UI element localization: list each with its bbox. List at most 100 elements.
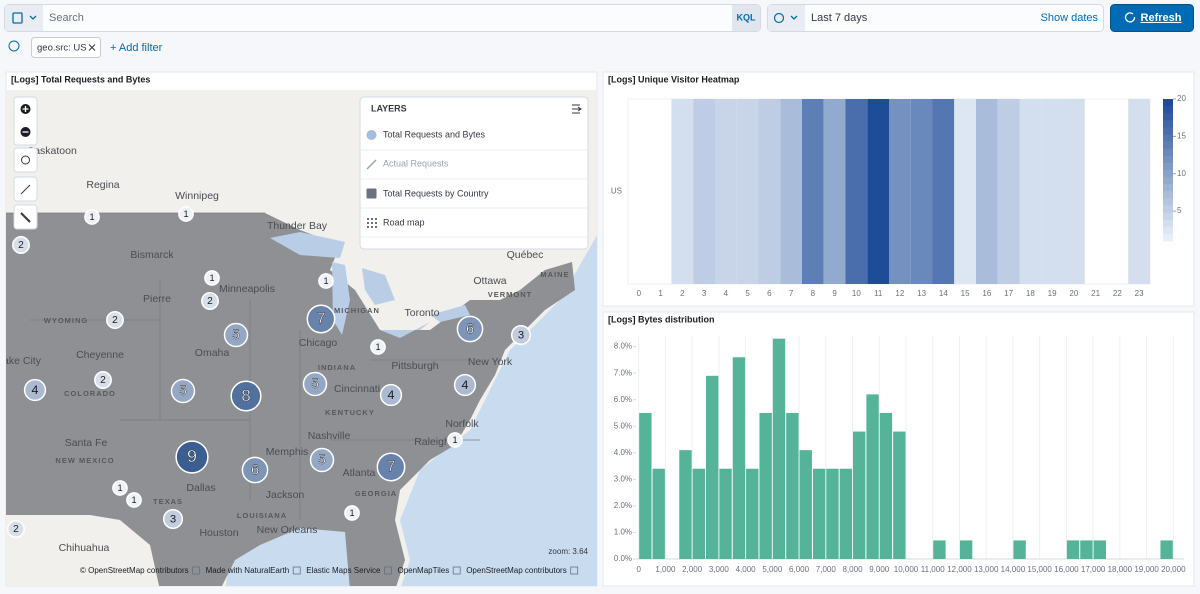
attribution-link[interactable]: Elastic Maps Service	[306, 566, 381, 575]
cluster-count: 1	[131, 495, 136, 505]
x-tick-label: 3,000	[709, 565, 730, 574]
y-tick-label: 3.0%	[614, 474, 632, 483]
cluster	[112, 480, 128, 496]
x-tick-label: 5	[745, 289, 750, 298]
colorbar-step	[1163, 205, 1173, 214]
x-tick-label: 17,000	[1081, 565, 1106, 574]
search-placeholder[interactable]: Search	[49, 12, 84, 24]
y-tick-label: 2.0%	[614, 501, 632, 510]
collapse-icon[interactable]	[572, 104, 582, 114]
heat-cell	[1041, 99, 1063, 284]
bar	[893, 431, 906, 559]
layer-name[interactable]: Total Requests by Country	[383, 188, 489, 198]
cluster-count: 2	[207, 296, 213, 307]
cluster	[201, 292, 219, 310]
chevron	[29, 15, 37, 20]
refresh-icon	[1124, 12, 1136, 23]
lake-erie	[380, 322, 430, 338]
place-label: Nashville	[308, 430, 351, 442]
attribution-link[interactable]: Made with NaturalEarth	[206, 566, 290, 575]
quick-menu-button[interactable]	[768, 5, 805, 31]
heat-cell	[932, 99, 955, 284]
bar	[853, 431, 866, 559]
lake-michigan	[332, 262, 350, 335]
time-range[interactable]: Last 7 days	[811, 12, 868, 24]
bar	[1066, 540, 1080, 559]
cluster	[204, 270, 220, 286]
bar	[812, 468, 826, 559]
cluster	[223, 322, 249, 348]
x-tick-label: 19	[1048, 289, 1057, 298]
filter-pill[interactable]	[31, 37, 101, 58]
layer-name[interactable]: Road map	[383, 217, 425, 227]
cluster-count: 6	[251, 462, 259, 478]
cluster	[306, 304, 336, 334]
refresh-label[interactable]: Refresh	[1141, 12, 1182, 24]
x-tick-label: 3	[702, 289, 707, 298]
show-dates-link[interactable]: Show dates	[1041, 12, 1099, 24]
place-label: Memphis	[266, 446, 309, 458]
saved-query-button[interactable]	[5, 5, 43, 31]
place-label: Houston	[199, 527, 238, 539]
heat-cell	[715, 99, 737, 284]
colorbar-step	[1163, 191, 1173, 199]
place-label: NEW MEXICO	[55, 456, 114, 465]
layer-name[interactable]: Total Requests and Bytes	[383, 129, 486, 139]
place-label: Santa Fe	[65, 437, 108, 449]
x-tick-label: 14	[939, 289, 948, 298]
add-filter-link[interactable]: + Add filter	[110, 42, 163, 54]
colorbar-step	[1163, 170, 1173, 178]
x-tick-label: 16	[982, 289, 991, 298]
bar	[719, 468, 732, 559]
zoom-control[interactable]	[13, 96, 38, 146]
date-picker[interactable]	[767, 4, 1104, 32]
place-label: VERMONT	[488, 290, 533, 299]
gulf	[225, 528, 359, 586]
x-tick-label: 11	[874, 289, 883, 298]
cluster-count: 1	[183, 209, 188, 219]
layer-name[interactable]: Actual Requests	[383, 158, 449, 168]
x-tick-label: 4,000	[736, 565, 757, 574]
place-label: New Orleans	[257, 524, 318, 536]
x-tick-label: 21	[1091, 289, 1100, 298]
x-tick-label: 1,000	[655, 565, 676, 574]
place-label: Bismarck	[130, 249, 174, 261]
heat-cell	[823, 99, 846, 284]
cluster	[453, 373, 477, 397]
filter-menu-icon[interactable]	[8, 40, 20, 52]
x-tick-label: 0	[636, 565, 641, 574]
attribution-link[interactable]: OpenMapTiles	[397, 566, 449, 575]
x-tick-label: 13,000	[974, 565, 999, 574]
place-label: Saskatoon	[27, 145, 77, 157]
lake-huron	[362, 268, 395, 305]
refresh-button[interactable]	[1110, 4, 1194, 32]
fit-control[interactable]	[13, 147, 38, 173]
remove-filter-icon[interactable]	[88, 44, 96, 51]
x-tick-label: 12	[895, 289, 904, 298]
attribution-link[interactable]: © OpenStreetMap contributors	[80, 566, 189, 575]
x-tick-label: 12,000	[947, 565, 972, 574]
bar	[1093, 540, 1106, 559]
kql-label[interactable]: KQL	[737, 12, 757, 22]
place-label: Dallas	[186, 482, 215, 494]
kql-button[interactable]	[732, 5, 760, 31]
place-label: Cheyenne	[76, 349, 124, 361]
filter-label[interactable]: geo.src: US	[37, 43, 87, 54]
bar	[759, 412, 772, 559]
bar	[692, 468, 706, 559]
cluster	[456, 315, 484, 343]
place-label: Jackson	[266, 489, 305, 501]
external-icon	[570, 566, 579, 575]
colorbar-step	[1163, 141, 1173, 150]
cluster-count: 4	[32, 383, 39, 397]
cluster	[170, 378, 196, 404]
bar	[799, 450, 812, 559]
bar	[879, 412, 893, 559]
search-bar[interactable]	[4, 4, 761, 32]
colorbar-step	[1163, 113, 1173, 121]
cluster-count: 1	[117, 483, 122, 493]
x-tick-label: 8	[811, 289, 816, 298]
place-label: Cincinnati	[334, 383, 380, 395]
attribution-link[interactable]: OpenStreetMap contributors	[466, 566, 567, 575]
